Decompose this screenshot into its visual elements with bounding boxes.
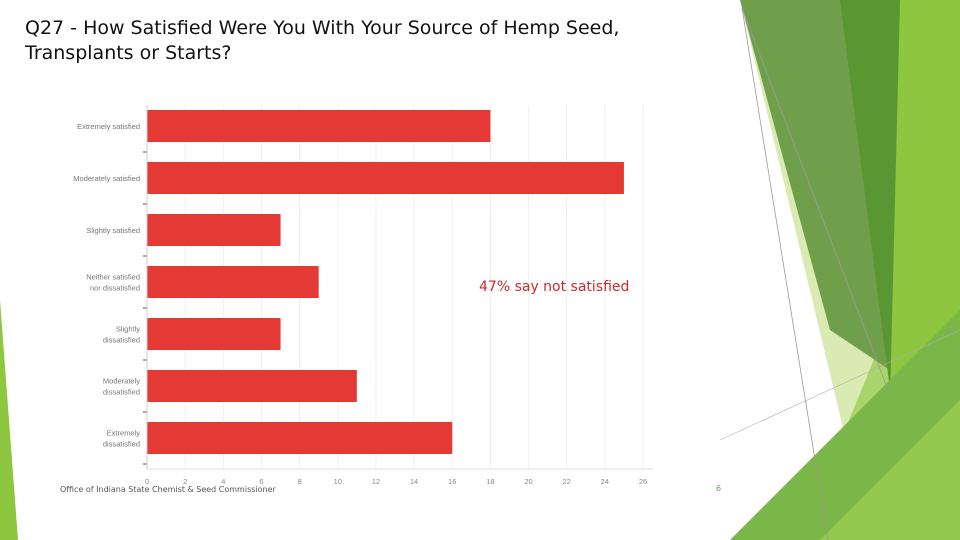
chart-x-axis: 0 2 4 6 8 10 12 14 16 18 20 22 24 26 bbox=[145, 105, 653, 486]
x-tick-label: 14 bbox=[410, 477, 418, 486]
category-label: Slightly bbox=[116, 325, 140, 334]
category-label: Neither satisfied bbox=[86, 273, 140, 282]
facet-line-2 bbox=[741, 7, 891, 396]
x-tick-label: 12 bbox=[372, 477, 380, 486]
x-tick-label: 2 bbox=[183, 477, 187, 486]
category-label: Extremely bbox=[107, 429, 141, 438]
bar bbox=[147, 422, 453, 454]
x-tick-label: 20 bbox=[524, 477, 532, 486]
facet-bottom-light bbox=[820, 400, 960, 540]
facet-left-green bbox=[0, 300, 18, 540]
bar bbox=[147, 266, 319, 298]
bar bbox=[147, 370, 357, 402]
category-label: Moderately bbox=[103, 377, 140, 386]
category-label: dissatisfied bbox=[103, 336, 140, 345]
x-tick-label: 22 bbox=[563, 477, 571, 486]
bar bbox=[147, 214, 281, 246]
footer-text: Office of Indiana State Chemist & Seed C… bbox=[60, 485, 276, 494]
category-label: Extremely satisfied bbox=[77, 122, 140, 131]
x-tick-label: 24 bbox=[601, 477, 609, 486]
x-tick-label: 8 bbox=[298, 477, 302, 486]
x-tick-label: 18 bbox=[486, 477, 494, 486]
slide-title: Q27 - How Satisfied Were You With Your S… bbox=[25, 17, 620, 64]
bar bbox=[147, 110, 491, 142]
facet-line-3 bbox=[719, 329, 960, 441]
chart-bars bbox=[143, 110, 624, 465]
category-label: dissatisfied bbox=[103, 388, 140, 397]
category-label: dissatisfied bbox=[103, 440, 140, 449]
bar bbox=[147, 318, 281, 350]
bar bbox=[147, 162, 624, 194]
x-tick-label: 26 bbox=[639, 477, 647, 486]
category-label: nor dissatisfied bbox=[90, 284, 140, 293]
facet-bright-green bbox=[890, 0, 960, 400]
page-number: 6 bbox=[716, 484, 722, 493]
x-tick-label: 10 bbox=[334, 477, 342, 486]
category-label: Slightly satisfied bbox=[86, 226, 140, 235]
x-tick-label: 4 bbox=[221, 477, 225, 486]
chart-annotation: 47% say not satisfied bbox=[479, 279, 629, 295]
chart-category-labels: Extremely satisfied Moderately satisfied S… bbox=[73, 122, 140, 449]
x-tick-label: 6 bbox=[259, 477, 263, 486]
x-tick-label: 16 bbox=[448, 477, 456, 486]
category-label: Moderately satisfied bbox=[73, 174, 140, 183]
x-tick-label: 0 bbox=[145, 477, 149, 486]
facet-line-1 bbox=[741, 7, 829, 540]
